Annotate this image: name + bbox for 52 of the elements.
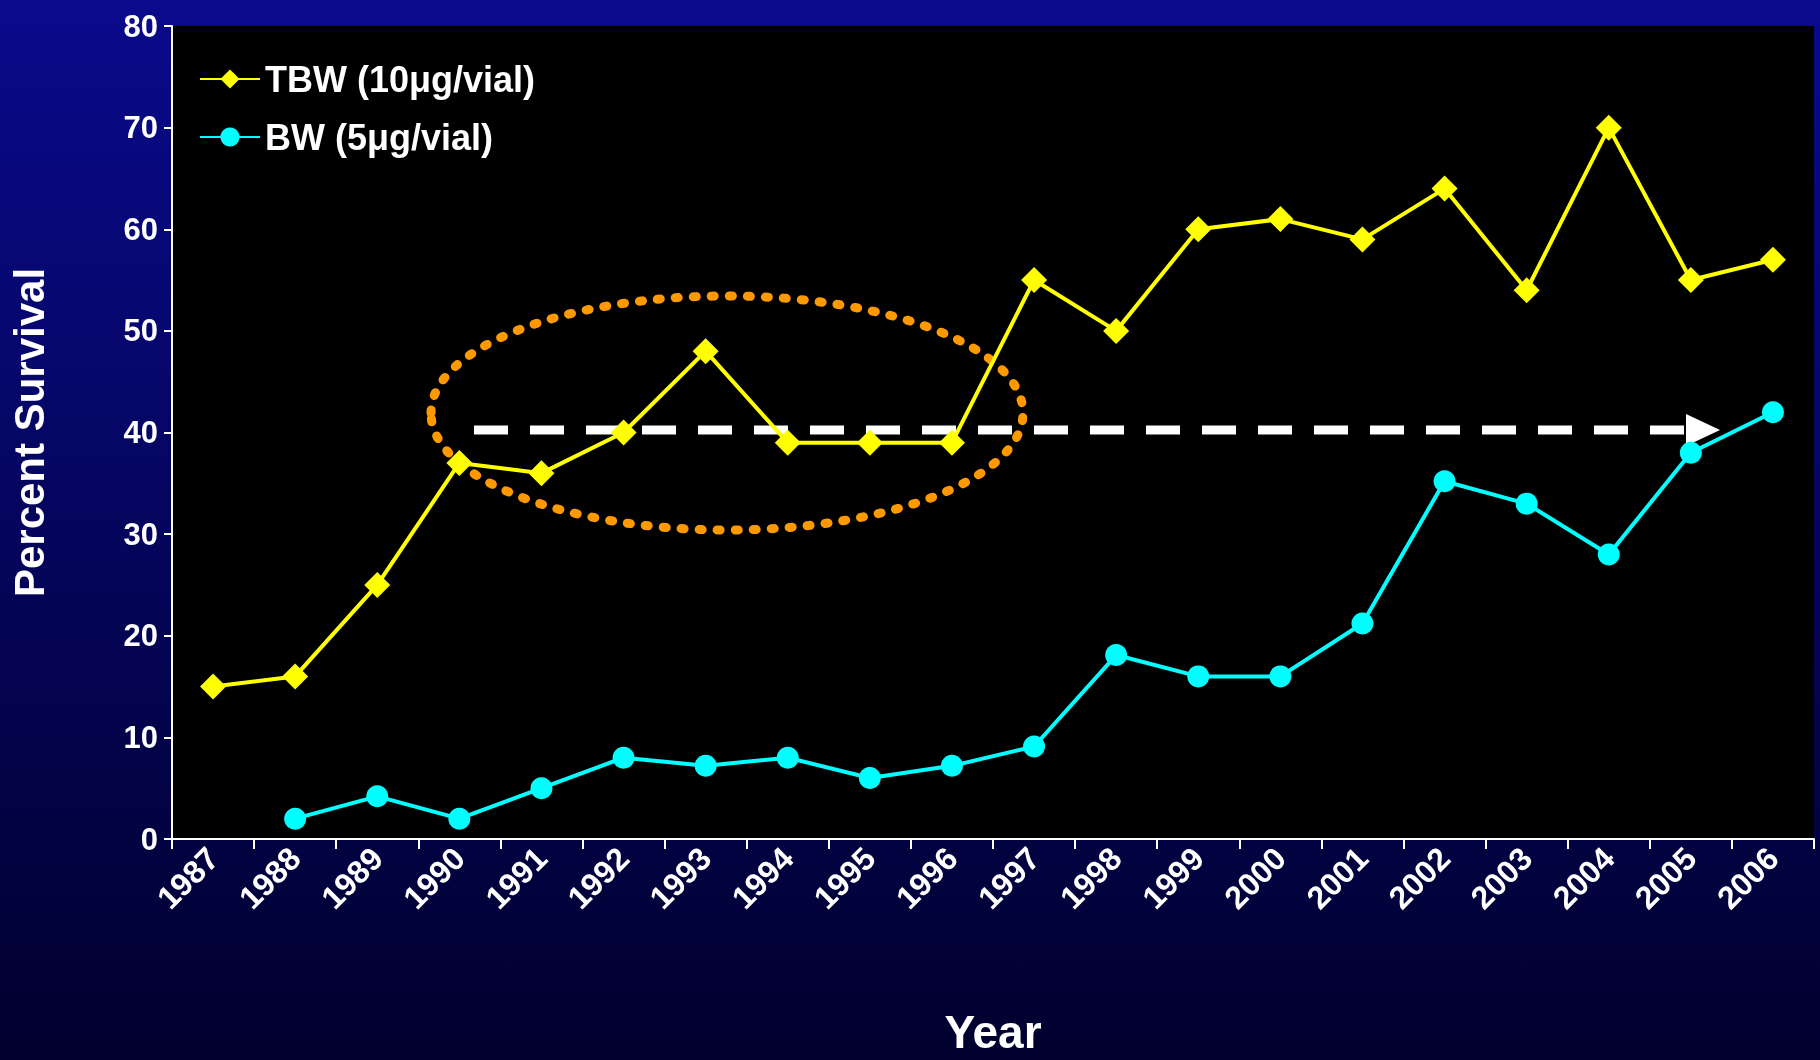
y-tick-label: 30 bbox=[123, 516, 158, 552]
y-axis-title: Percent Survival bbox=[5, 267, 53, 598]
point bbox=[1433, 470, 1456, 493]
y-tick-label: 10 bbox=[123, 719, 158, 755]
y-tick-label: 20 bbox=[123, 618, 158, 654]
point bbox=[1103, 317, 1130, 344]
point bbox=[448, 807, 471, 830]
point bbox=[1267, 206, 1294, 233]
legend-label: TBW (10μg/vial) bbox=[265, 58, 536, 100]
point bbox=[940, 754, 963, 777]
point bbox=[200, 673, 227, 700]
point bbox=[1187, 665, 1210, 688]
point bbox=[282, 663, 309, 690]
y-tick-label: 70 bbox=[123, 110, 158, 146]
point bbox=[692, 338, 719, 365]
point bbox=[612, 746, 635, 769]
point bbox=[1021, 267, 1048, 294]
point bbox=[284, 807, 307, 830]
point bbox=[364, 571, 391, 598]
point bbox=[938, 429, 965, 456]
legend-label: BW (5μg/vial) bbox=[265, 116, 494, 158]
point bbox=[1023, 735, 1046, 758]
point bbox=[1513, 277, 1540, 304]
y-tick-label: 40 bbox=[123, 415, 158, 450]
x-axis-title: Year bbox=[944, 1006, 1042, 1058]
point bbox=[610, 419, 637, 446]
point bbox=[1105, 644, 1128, 667]
point bbox=[1431, 175, 1458, 202]
y-tick-label: 80 bbox=[123, 8, 158, 44]
point bbox=[1269, 665, 1292, 688]
point bbox=[446, 449, 473, 476]
y-tick-label: 60 bbox=[123, 211, 158, 247]
point bbox=[366, 785, 389, 808]
point bbox=[1515, 492, 1538, 515]
point bbox=[528, 460, 555, 487]
point bbox=[858, 767, 881, 790]
point bbox=[774, 429, 801, 456]
point bbox=[530, 777, 553, 800]
point bbox=[1595, 114, 1622, 141]
point bbox=[1351, 612, 1374, 635]
point bbox=[776, 746, 799, 769]
point bbox=[1349, 226, 1376, 253]
point bbox=[1761, 401, 1784, 424]
point bbox=[694, 754, 717, 777]
point bbox=[1759, 246, 1786, 273]
y-tick-label: 0 bbox=[140, 821, 158, 857]
point bbox=[856, 429, 883, 456]
point bbox=[1679, 441, 1702, 464]
y-tick-label: 50 bbox=[123, 313, 158, 349]
point bbox=[1185, 216, 1212, 243]
point bbox=[1677, 267, 1704, 294]
point bbox=[1597, 543, 1620, 566]
